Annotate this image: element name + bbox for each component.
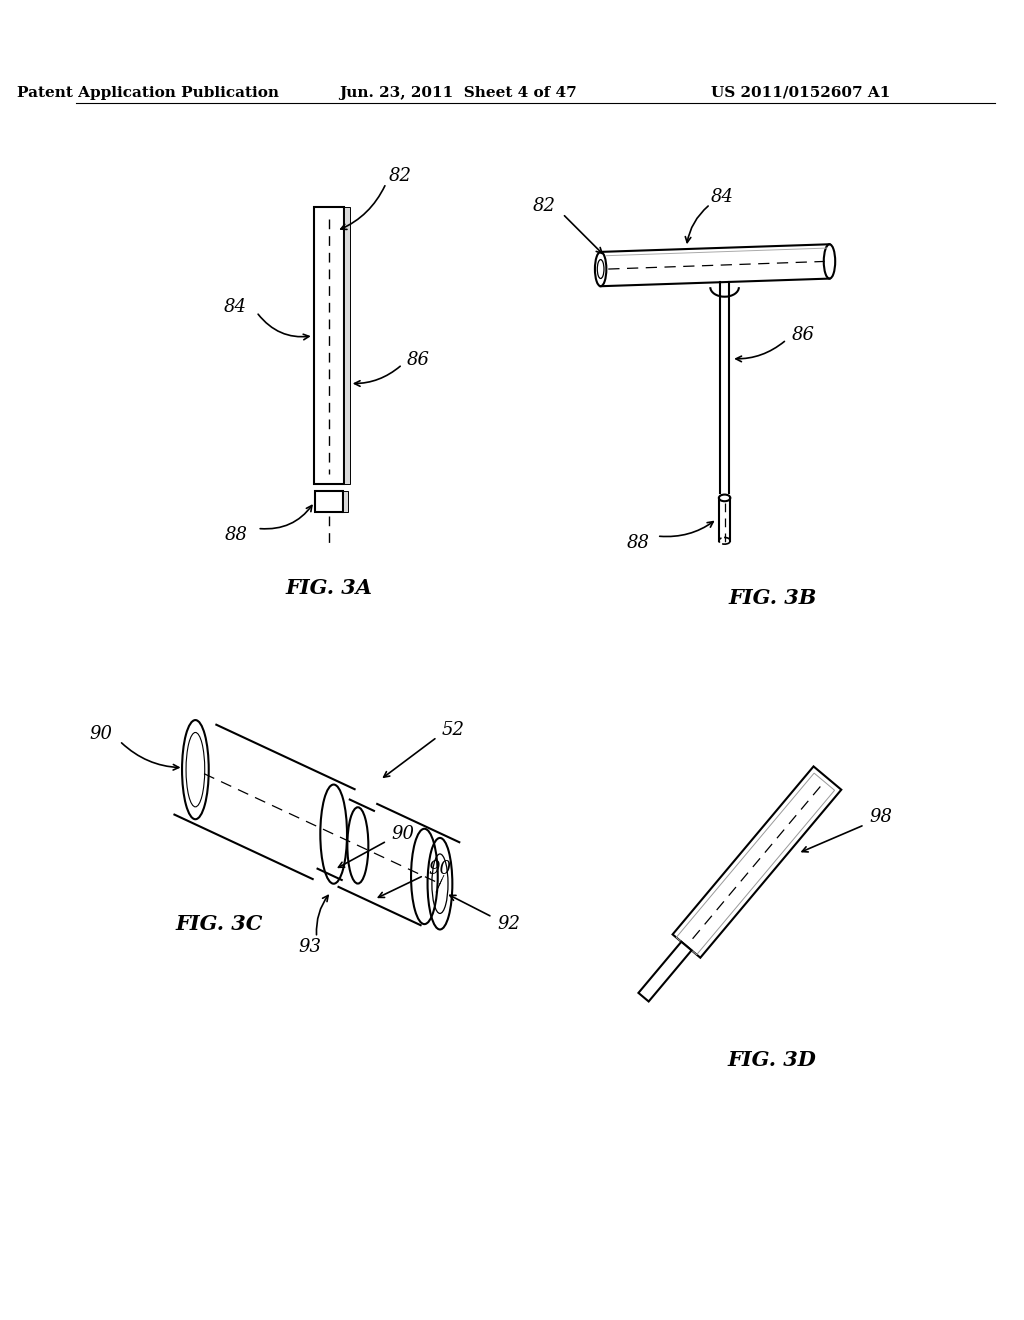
Ellipse shape [432,854,449,913]
Text: FIG. 3D: FIG. 3D [728,1051,817,1071]
Ellipse shape [347,808,369,883]
Text: 88: 88 [628,533,650,552]
Text: FIG. 3B: FIG. 3B [728,587,816,609]
Text: 90: 90 [90,725,113,743]
Text: 52: 52 [442,722,465,739]
Ellipse shape [182,721,209,820]
Bar [314,491,343,512]
Text: 90: 90 [391,825,415,843]
Ellipse shape [597,260,604,279]
Bar [344,207,350,483]
Polygon shape [638,941,691,1002]
Text: 84: 84 [711,187,733,206]
Ellipse shape [719,495,730,502]
Text: 86: 86 [792,326,814,343]
Text: Jun. 23, 2011  Sheet 4 of 47: Jun. 23, 2011 Sheet 4 of 47 [339,86,577,99]
Ellipse shape [186,733,205,807]
Text: 88: 88 [225,527,248,544]
Text: 98: 98 [869,808,892,826]
Text: 82: 82 [532,197,556,215]
Bar [313,207,344,483]
Ellipse shape [428,838,453,929]
Text: 92: 92 [498,915,520,933]
Text: US 2011/0152607 A1: US 2011/0152607 A1 [712,86,891,99]
Text: FIG. 3C: FIG. 3C [175,915,263,935]
Text: 82: 82 [389,166,412,185]
Text: FIG. 3A: FIG. 3A [286,578,373,598]
Text: 84: 84 [224,298,247,317]
Bar [343,491,348,512]
Polygon shape [673,767,842,958]
Ellipse shape [321,784,347,883]
Text: 93: 93 [298,939,322,956]
Ellipse shape [595,252,606,286]
Text: 90: 90 [429,859,452,878]
Text: Patent Application Publication: Patent Application Publication [16,86,279,99]
Ellipse shape [823,244,836,279]
Text: 86: 86 [408,351,430,368]
